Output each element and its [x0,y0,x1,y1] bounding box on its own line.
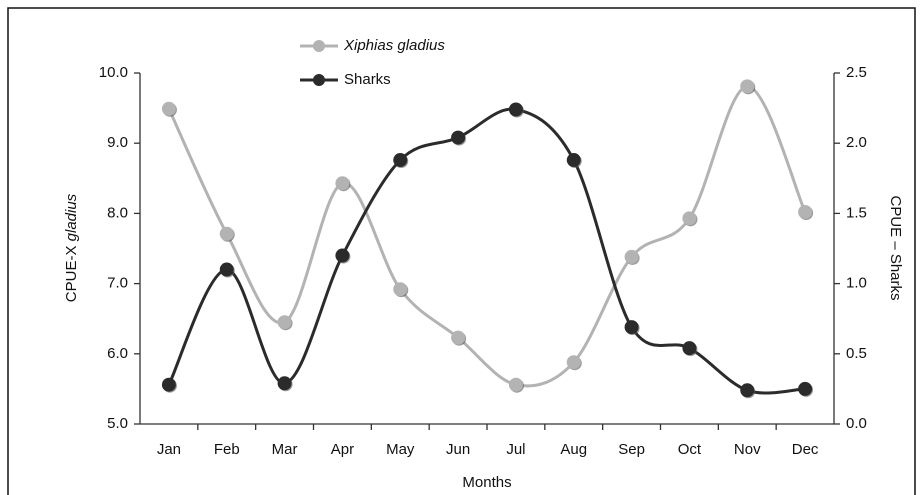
x-tick-label: Aug [560,441,587,458]
marker [219,226,234,241]
x-tick-label: Jun [446,441,470,458]
marker [335,176,350,191]
marker [624,249,639,264]
y-axis-label: CPUE-X gladius [63,193,80,302]
marker [682,211,697,226]
x-tick-label: Apr [331,441,354,458]
x-tick-label: Oct [678,441,702,458]
marker [161,101,176,116]
y2-tick-label: 1.0 [846,275,867,292]
y-tick-label: 6.0 [107,345,128,362]
y2-tick-label: 0.0 [846,415,867,432]
marker [335,248,350,263]
x-tick-label: Sep [618,441,645,458]
y2-tick-label: 2.5 [846,64,867,81]
x-tick-label: May [386,441,415,458]
marker [798,381,813,396]
x-axis-label: Months [462,474,511,491]
legend-marker [313,74,325,86]
marker [393,153,408,168]
series-line [167,84,807,388]
marker [451,130,466,145]
marker [740,383,755,398]
legend-label: Xiphias gladius [343,37,445,54]
marker [798,204,813,219]
y-tick-label: 7.0 [107,275,128,292]
marker [277,376,292,391]
y-tick-label: 8.0 [107,204,128,221]
legend-label: Sharks [344,71,391,88]
series-line [167,107,806,395]
y-tick-label: 5.0 [107,415,128,432]
x-tick-label: Jan [157,441,181,458]
marker [566,153,581,168]
marker [624,320,639,335]
y2-tick-label: 2.0 [846,134,867,151]
marker [508,377,523,392]
y-tick-label: 10.0 [99,64,128,81]
marker [566,355,581,370]
y2-tick-label: 1.5 [846,204,867,221]
x-tick-label: Nov [734,441,761,458]
y2-axis-label: CPUE – Sharks [887,195,904,300]
x-tick-label: Mar [272,441,298,458]
x-tick-label: Jul [506,441,525,458]
x-tick-label: Dec [792,441,819,458]
frame [7,7,916,495]
marker [740,79,755,94]
x-tick-label: Feb [214,441,240,458]
marker [508,102,523,117]
marker [451,330,466,345]
marker [219,262,234,277]
marker [161,377,176,392]
marker [393,282,408,297]
marker [682,341,697,356]
legend-marker [313,40,325,52]
marker [277,315,292,330]
y-tick-label: 9.0 [107,134,128,151]
y2-tick-label: 0.5 [846,345,867,362]
